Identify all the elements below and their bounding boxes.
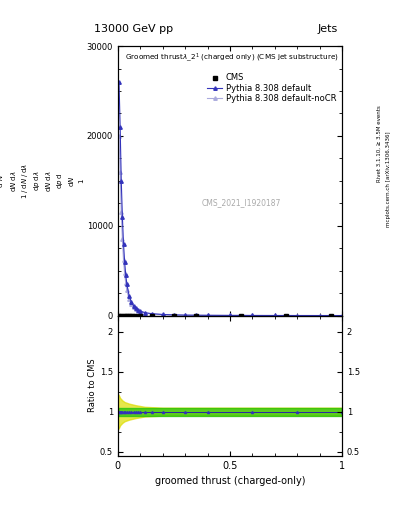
CMS: [119, 312, 124, 318]
Pythia 8.308 default: [123, 272, 128, 278]
Pythia 8.308 default: [205, 312, 210, 318]
Pythia 8.308 default: [136, 307, 140, 313]
Pythia 8.308 default-noCR: [205, 312, 210, 318]
Text: Jets: Jets: [318, 24, 338, 34]
Pythia 8.308 default-noCR: [127, 296, 131, 303]
Pythia 8.308 default: [149, 311, 154, 317]
Pythia 8.308 default: [118, 124, 123, 130]
CMS: [117, 312, 121, 318]
Pythia 8.308 default: [228, 312, 232, 318]
CMS: [284, 312, 288, 318]
Pythia 8.308 default-noCR: [131, 304, 136, 310]
Pythia 8.308 default: [272, 312, 277, 318]
Y-axis label: $\mathrm{d}^2N$
$\mathrm{d}N\;\mathrm{d}\lambda$
$1\;/\;\mathrm{d}N\;/\;\mathrm{: $\mathrm{d}^2N$ $\mathrm{d}N\;\mathrm{d}…: [0, 163, 84, 199]
Pythia 8.308 default: [127, 293, 131, 299]
X-axis label: groomed thrust (charged-only): groomed thrust (charged-only): [155, 476, 305, 486]
Pythia 8.308 default-noCR: [228, 312, 232, 318]
CMS: [138, 312, 143, 318]
Pythia 8.308 default: [120, 214, 125, 220]
Pythia 8.308 default: [250, 312, 255, 318]
Line: Pythia 8.308 default-noCR: Pythia 8.308 default-noCR: [117, 134, 343, 317]
Pythia 8.308 default-noCR: [125, 287, 129, 293]
Pythia 8.308 default-noCR: [194, 312, 198, 318]
Text: Rivet 3.1.10, ≥ 3.5M events: Rivet 3.1.10, ≥ 3.5M events: [377, 105, 382, 182]
Pythia 8.308 default: [183, 312, 187, 318]
Pythia 8.308 default-noCR: [142, 310, 147, 316]
Pythia 8.308 default-noCR: [250, 312, 255, 318]
Pythia 8.308 default-noCR: [295, 312, 299, 318]
Pythia 8.308 default-noCR: [123, 280, 128, 286]
Pythia 8.308 default: [138, 308, 143, 314]
Pythia 8.308 default-noCR: [138, 309, 143, 315]
Pythia 8.308 default: [134, 305, 138, 311]
CMS: [239, 312, 244, 318]
Pythia 8.308 default: [142, 310, 147, 316]
Pythia 8.308 default-noCR: [183, 312, 187, 318]
Pythia 8.308 default-noCR: [134, 306, 138, 312]
Pythia 8.308 default-noCR: [136, 308, 140, 314]
Pythia 8.308 default-noCR: [317, 312, 322, 318]
Pythia 8.308 default: [340, 312, 344, 318]
CMS: [172, 312, 176, 318]
Text: mcplots.cern.ch [arXiv:1306.3436]: mcplots.cern.ch [arXiv:1306.3436]: [386, 132, 391, 227]
Pythia 8.308 default: [160, 311, 165, 317]
Pythia 8.308 default: [194, 312, 198, 318]
Pythia 8.308 default: [172, 312, 176, 318]
CMS: [121, 312, 126, 318]
Pythia 8.308 default: [117, 79, 121, 85]
Pythia 8.308 default-noCR: [120, 236, 125, 242]
Pythia 8.308 default-noCR: [117, 133, 121, 139]
Line: Pythia 8.308 default: Pythia 8.308 default: [117, 80, 343, 317]
Pythia 8.308 default-noCR: [149, 311, 154, 317]
CMS: [126, 312, 130, 318]
Pythia 8.308 default: [125, 281, 129, 287]
Pythia 8.308 default-noCR: [119, 209, 124, 216]
Pythia 8.308 default: [122, 259, 127, 265]
Text: Groomed thrust$\lambda\_2^1$ (charged only) (CMS jet substructure): Groomed thrust$\lambda\_2^1$ (charged on…: [125, 52, 339, 65]
Pythia 8.308 default-noCR: [172, 312, 176, 318]
Pythia 8.308 default: [131, 303, 136, 309]
Line: CMS: CMS: [117, 313, 333, 317]
Text: CMS_2021_I1920187: CMS_2021_I1920187: [202, 198, 281, 207]
Pythia 8.308 default-noCR: [340, 312, 344, 318]
CMS: [329, 312, 333, 318]
CMS: [130, 312, 135, 318]
Pythia 8.308 default-noCR: [272, 312, 277, 318]
Pythia 8.308 default-noCR: [129, 301, 134, 307]
CMS: [132, 312, 137, 318]
CMS: [149, 312, 154, 318]
Pythia 8.308 default-noCR: [160, 311, 165, 317]
Pythia 8.308 default: [129, 299, 134, 305]
CMS: [194, 312, 198, 318]
CMS: [128, 312, 132, 318]
Pythia 8.308 default-noCR: [121, 257, 126, 263]
Pythia 8.308 default: [119, 178, 124, 184]
Pythia 8.308 default: [295, 312, 299, 318]
Text: 13000 GeV pp: 13000 GeV pp: [94, 24, 173, 34]
Pythia 8.308 default: [121, 241, 126, 247]
Pythia 8.308 default-noCR: [118, 169, 123, 175]
Y-axis label: Ratio to CMS: Ratio to CMS: [88, 359, 97, 413]
CMS: [123, 312, 128, 318]
Pythia 8.308 default: [317, 312, 322, 318]
Pythia 8.308 default-noCR: [122, 270, 127, 276]
Legend: CMS, Pythia 8.308 default, Pythia 8.308 default-noCR: CMS, Pythia 8.308 default, Pythia 8.308 …: [206, 72, 338, 104]
